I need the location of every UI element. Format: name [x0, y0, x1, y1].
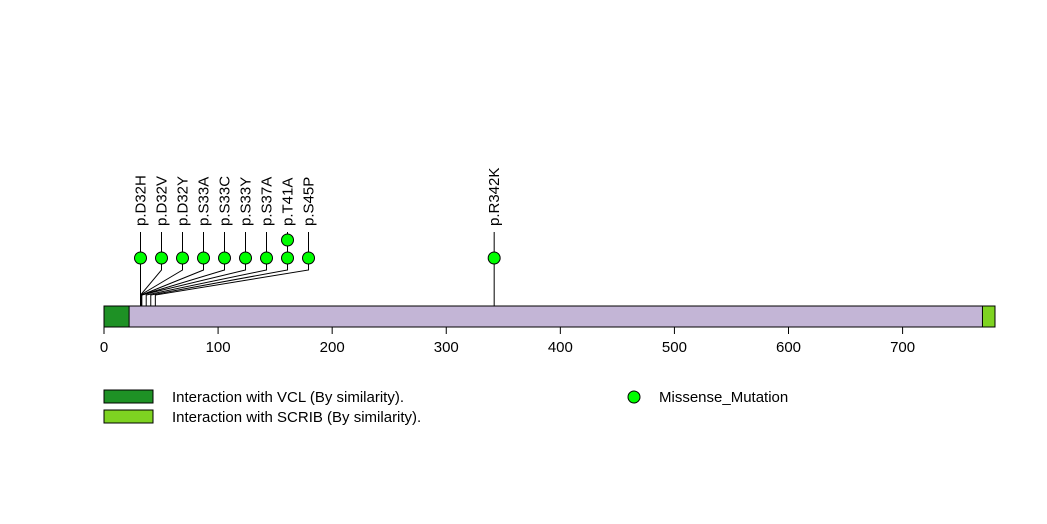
mutation-dot-p-s33c: [218, 251, 232, 265]
mutation-label-p-s33y: p.S33Y: [238, 177, 255, 226]
axis-tick-label-700: 700: [890, 339, 915, 356]
legend-label-missense: Missense_Mutation: [659, 389, 788, 406]
axis-tick-label-100: 100: [206, 339, 231, 356]
axis-tick-label-0: 0: [100, 339, 108, 356]
mutation-label-p-s45p: p.S45P: [301, 177, 318, 226]
legend-label-scrib: Interaction with SCRIB (By similarity).: [172, 409, 421, 426]
connector-p-s37a: [145, 258, 268, 306]
mutation-dot-p-s37a: [260, 251, 274, 265]
mutation-lollipops: [134, 233, 501, 265]
protein-backbone-group: [103, 305, 996, 328]
connector-p-s33c: [141, 258, 226, 306]
connector-p-s33y: [141, 258, 247, 306]
mutation-dot-p-t41a-2: [281, 233, 295, 247]
legend-swatch-scrib: [103, 409, 154, 424]
mutation-dot-p-d32y: [176, 251, 190, 265]
mutation-label-p-d32v: p.D32V: [154, 176, 171, 226]
mutation-label-p-d32h: p.D32H: [133, 175, 150, 226]
mutation-label-p-s33a: p.S33A: [196, 177, 213, 226]
mutation-label-p-s37a: p.S37A: [259, 177, 276, 226]
legend-swatch-vcl: [103, 389, 154, 404]
mutation-dot-p-d32h: [134, 251, 148, 265]
mutation-connectors: [140, 232, 495, 306]
axis-tick-label-600: 600: [776, 339, 801, 356]
connector-p-s45p: [154, 258, 310, 306]
protein-backbone: [103, 305, 996, 328]
axis-tick-label-500: 500: [662, 339, 687, 356]
axis-tick-label-400: 400: [548, 339, 573, 356]
mutation-dot-p-s33y: [239, 251, 253, 265]
mutation-label-p-d32y: p.D32Y: [175, 176, 192, 226]
mutation-dot-p-s33a: [197, 251, 211, 265]
x-axis: 0 100 200 300 400 500 600 700: [100, 326, 915, 356]
axis-tick-label-300: 300: [434, 339, 459, 356]
mutation-dot-p-t41a: [281, 251, 295, 265]
domain-1: [981, 305, 996, 328]
mutation-label-p-r342k: p.R342K: [486, 168, 503, 226]
legend: Interaction with VCL (By similarity). In…: [103, 389, 788, 426]
mutation-dot-p-s45p: [302, 251, 316, 265]
legend-label-vcl: Interaction with VCL (By similarity).: [172, 389, 404, 406]
mutation-label-p-s33c: p.S33C: [217, 176, 234, 226]
mutation-dot-p-r342k: [487, 251, 501, 265]
domain-0: [103, 305, 130, 328]
axis-tick-label-200: 200: [320, 339, 345, 356]
legend-missense-dot: [627, 390, 641, 404]
mutation-labels: p.D32H p.D32V p.D32Y p.S33A p.S33C p.S33Y p.S3…: [133, 168, 504, 226]
mutation-label-p-t41a: p.T41A: [280, 178, 297, 226]
mutation-dot-p-d32v: [155, 251, 169, 265]
